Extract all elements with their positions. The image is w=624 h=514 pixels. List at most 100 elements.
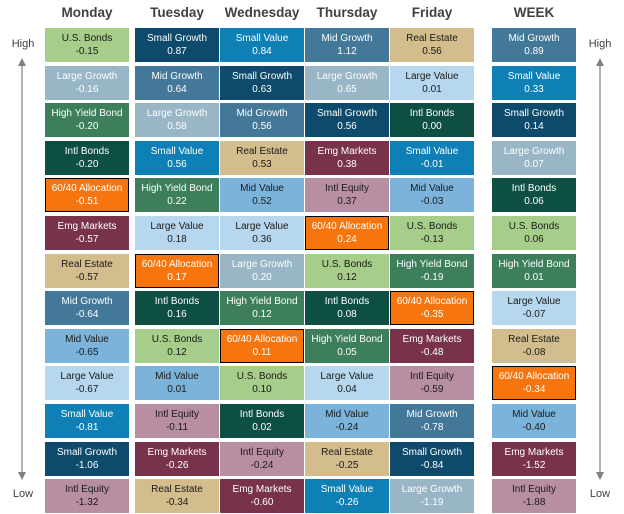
asset-class-name: High Yield Bond (311, 334, 383, 345)
return-value: -0.34 (165, 497, 189, 508)
cell-wednesday-rank-2: Small Growth 0.63 (220, 66, 304, 100)
cell-friday-rank-2: Large Value 0.01 (390, 66, 474, 100)
return-value: -1.19 (420, 497, 444, 508)
cell-tuesday-rank-11: Intl Equity -0.11 (135, 404, 219, 438)
asset-class-name: Real Estate (61, 259, 113, 270)
cell-monday-rank-1: U.S. Bonds -0.15 (45, 28, 129, 62)
return-value: -1.32 (75, 497, 99, 508)
cell-friday-rank-5: Mid Value -0.03 (390, 178, 474, 212)
return-value: 0.56 (252, 121, 272, 132)
return-value: -0.03 (420, 196, 444, 207)
return-value: -1.52 (522, 460, 546, 471)
asset-class-name: Small Growth (231, 71, 292, 82)
cell-wednesday-rank-12: Intl Equity -0.24 (220, 442, 304, 476)
return-value: 0.36 (252, 234, 272, 245)
return-value: 0.64 (167, 84, 187, 95)
asset-class-name: Intl Bonds (154, 296, 200, 307)
asset-class-name: 60/40 Allocation (51, 183, 123, 194)
return-value: -0.26 (335, 497, 359, 508)
asset-class-name: Small Value (150, 146, 204, 157)
cell-wednesday-rank-3: Mid Growth 0.56 (220, 103, 304, 137)
return-value: 0.01 (422, 84, 442, 95)
cell-week-rank-6: U.S. Bonds 0.06 (492, 216, 576, 250)
asset-class-name: Small Value (507, 71, 561, 82)
cell-friday-rank-12: Small Growth -0.84 (390, 442, 474, 476)
return-value: 0.05 (337, 347, 357, 358)
asset-class-name: 60/40 Allocation (311, 221, 383, 232)
column-header-monday: Monday (61, 5, 113, 20)
asset-class-name: Large Growth (146, 108, 208, 119)
cell-thursday-rank-3: Small Growth 0.56 (305, 103, 389, 137)
cell-monday-rank-12: Small Growth -1.06 (45, 442, 129, 476)
cell-wednesday-rank-1: Small Value 0.84 (220, 28, 304, 62)
asset-class-name: Real Estate (406, 33, 458, 44)
return-value: -0.26 (165, 460, 189, 471)
cell-wednesday-rank-6: Large Value 0.36 (220, 216, 304, 250)
return-value: 0.87 (167, 46, 187, 57)
asset-class-name: Emg Markets (317, 146, 377, 157)
asset-class-name: U.S. Bonds (406, 221, 458, 232)
asset-class-name: Emg Markets (232, 484, 292, 495)
column-header-friday: Friday (411, 5, 453, 20)
asset-class-name: U.S. Bonds (508, 221, 560, 232)
cell-thursday-rank-7: U.S. Bonds 0.12 (305, 254, 389, 288)
return-value: 0.22 (167, 196, 187, 207)
return-value: 0.07 (524, 159, 544, 170)
asset-class-name: Mid Value (325, 409, 369, 420)
return-value: 0.52 (252, 196, 272, 207)
asset-class-name: 60/40 Allocation (226, 334, 298, 345)
cell-friday-rank-11: Mid Growth -0.78 (390, 404, 474, 438)
low-label-right: Low (589, 488, 611, 500)
return-value: 0.65 (337, 84, 357, 95)
cell-tuesday-rank-6: Large Value 0.18 (135, 216, 219, 250)
cell-thursday-rank-2: Large Growth 0.65 (305, 66, 389, 100)
return-value: -0.16 (75, 84, 99, 95)
return-value: 0.56 (422, 46, 442, 57)
asset-class-name: Mid Value (240, 183, 284, 194)
asset-class-name: 60/40 Allocation (141, 259, 213, 270)
return-value: -0.35 (420, 309, 444, 320)
return-value: 0.18 (167, 234, 187, 245)
return-value: 0.06 (524, 234, 544, 245)
return-value: -0.13 (420, 234, 444, 245)
asset-class-name: Emg Markets (504, 447, 564, 458)
return-value: 0.16 (167, 309, 187, 320)
cell-week-rank-7: High Yield Bond 0.01 (492, 254, 576, 288)
asset-class-name: Mid Value (155, 371, 199, 382)
cell-monday-rank-6: Emg Markets -0.57 (45, 216, 129, 250)
return-value: 0.17 (167, 272, 187, 283)
cell-wednesday-rank-7: Large Growth 0.20 (220, 254, 304, 288)
cell-friday-rank-1: Real Estate 0.56 (390, 28, 474, 62)
cell-monday-rank-7: Real Estate -0.57 (45, 254, 129, 288)
asset-class-name: Small Value (235, 33, 289, 44)
return-value: 0.06 (524, 196, 544, 207)
return-value: 0.01 (167, 384, 187, 395)
return-value: 0.00 (422, 121, 442, 132)
asset-class-name: Mid Growth (508, 33, 560, 44)
asset-class-name: High Yield Bond (51, 108, 123, 119)
cell-thursday-rank-6: 60/40 Allocation 0.24 (305, 216, 389, 250)
cell-wednesday-rank-4: Real Estate 0.53 (220, 141, 304, 175)
return-value: -0.48 (420, 347, 444, 358)
asset-class-name: Intl Equity (325, 183, 369, 194)
cell-wednesday-rank-5: Mid Value 0.52 (220, 178, 304, 212)
return-value: 0.12 (167, 347, 187, 358)
asset-class-name: Intl Equity (65, 484, 109, 495)
cell-monday-rank-10: Large Value -0.67 (45, 366, 129, 400)
return-value: 0.01 (524, 272, 544, 283)
cell-wednesday-rank-11: Intl Bonds 0.02 (220, 404, 304, 438)
cell-monday-rank-3: High Yield Bond -0.20 (45, 103, 129, 137)
asset-class-name: Large Value (235, 221, 289, 232)
cell-week-rank-3: Small Growth 0.14 (492, 103, 576, 137)
return-value: -0.65 (75, 347, 99, 358)
asset-class-name: Large Value (320, 371, 374, 382)
cell-friday-rank-13: Large Growth -1.19 (390, 479, 474, 513)
return-value: -0.34 (522, 384, 546, 395)
return-value: 0.02 (252, 422, 272, 433)
return-value: 0.11 (252, 347, 272, 358)
return-value: 0.84 (252, 46, 272, 57)
asset-class-name: Intl Bonds (409, 108, 455, 119)
asset-class-name: Small Value (320, 484, 374, 495)
cell-monday-rank-4: Intl Bonds -0.20 (45, 141, 129, 175)
return-value: 0.08 (337, 309, 357, 320)
